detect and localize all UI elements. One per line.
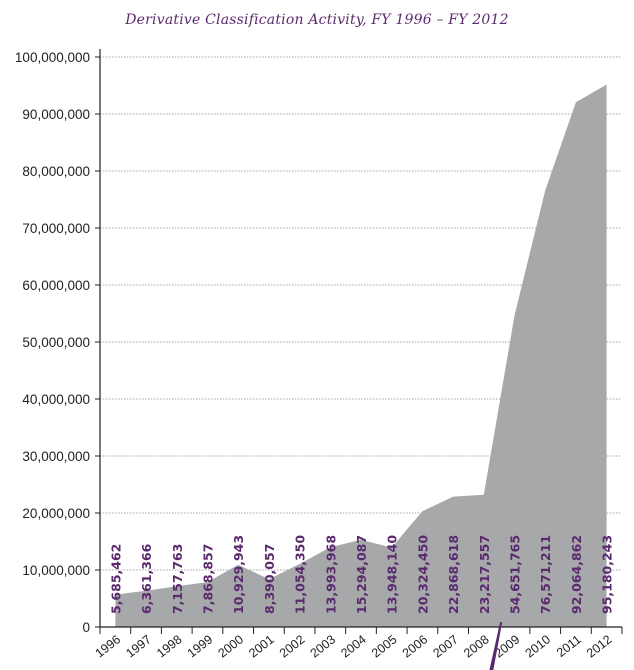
data-label-2006: 20,324,450 [415, 535, 430, 614]
x-tick-label: 1999 [185, 632, 216, 660]
data-label-2005: 13,948,140 [385, 535, 400, 614]
y-tick-label: 60,000,000 [22, 278, 90, 293]
data-label-2009: 54,651,765 [508, 535, 523, 614]
data-label-1996: 5,685,462 [108, 544, 123, 614]
x-tick-label: 2004 [338, 632, 369, 660]
data-label-1997: 6,361,366 [139, 543, 154, 614]
x-tick-label: 2007 [430, 632, 461, 660]
y-tick-label: 30,000,000 [22, 449, 90, 464]
data-label-2010: 76,571,211 [538, 535, 553, 614]
x-tick-label: 2008 [461, 632, 492, 660]
y-tick-label: 10,000,000 [22, 563, 90, 578]
x-tick-label: 2003 [308, 632, 339, 660]
x-tick-label: 2000 [215, 632, 246, 660]
data-label-2012: 95,180,243 [600, 535, 615, 614]
data-label-2007: 22,868,618 [446, 535, 461, 614]
x-tick-label: 2006 [400, 632, 431, 660]
data-label-2002: 11,054,350 [293, 535, 308, 614]
y-tick-label: 0 [82, 620, 90, 635]
y-tick-label: 50,000,000 [22, 335, 90, 350]
data-label-2004: 15,294,087 [354, 535, 369, 614]
x-tick-label: 1996 [93, 632, 124, 660]
y-tick-label: 90,000,000 [22, 107, 90, 122]
data-label-2001: 8,390,057 [262, 544, 277, 614]
chart-title: Derivative Classification Activity, FY 1… [125, 12, 509, 28]
x-tick-label: 2012 [584, 632, 615, 660]
x-tick-label: 2005 [369, 632, 400, 660]
y-tick-label: 70,000,000 [22, 221, 90, 236]
x-tick-label: 2011 [554, 632, 584, 660]
data-label-1998: 7,157,763 [170, 544, 185, 614]
axis-break-marker [489, 622, 503, 670]
data-label-2003: 13,993,968 [323, 535, 338, 614]
y-tick-label: 20,000,000 [22, 506, 90, 521]
x-tick-label: 2010 [523, 632, 554, 660]
data-label-2000: 10,929,943 [231, 535, 246, 614]
x-tick-label: 1998 [154, 632, 185, 660]
area-series [115, 84, 607, 627]
x-tick-label: 2002 [277, 632, 308, 660]
x-tick-label: 2001 [246, 632, 277, 660]
data-label-2011: 92,064,862 [569, 535, 584, 614]
data-label-2008: 23,217,557 [477, 535, 492, 614]
x-tick-label: 1997 [123, 632, 154, 660]
y-tick-label: 40,000,000 [22, 392, 90, 407]
data-label-1999: 7,868,857 [200, 544, 215, 614]
y-tick-label: 100,000,000 [15, 50, 90, 65]
y-tick-label: 80,000,000 [22, 164, 90, 179]
